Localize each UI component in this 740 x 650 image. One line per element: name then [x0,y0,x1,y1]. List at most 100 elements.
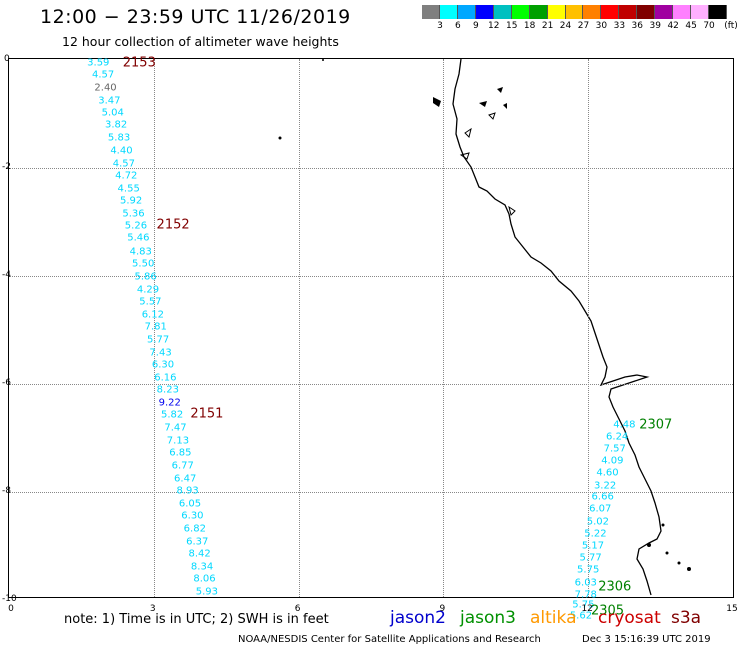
wave-height-value: 5.77 [579,552,602,564]
wave-height-value: 8.34 [190,561,214,573]
wave-height-value: 3.59 [87,57,110,69]
wave-height-value: 5.77 [147,334,170,346]
color-scale-tick: 6 [455,21,461,31]
wave-height-value: 6.05 [178,498,202,510]
color-scale-tick: 30 [595,21,608,31]
wave-height-value: 4.57 [112,158,135,170]
wave-height-value: 5.26 [124,220,148,232]
chart-title: 12:00 − 23:59 UTC 11/26/2019 [40,6,351,28]
wave-height-value: 5.46 [127,232,150,244]
wave-height-value: 5.02 [586,516,609,528]
color-swatch [529,5,548,19]
wave-height-value: 6.85 [169,447,192,459]
wave-height-value: 5.36 [122,208,145,220]
pass-number-label: 2307 [639,417,673,432]
legend-item-jason3: jason3 [460,608,516,628]
pass-number-label: 2153 [122,55,156,71]
color-swatch [619,5,638,19]
wave-height-value: 8.23 [156,384,179,396]
wave-height-value: 8.06 [193,573,216,585]
chart-note: note: 1) Time is in UTC; 2) SWH is in fe… [64,612,329,627]
legend-item-altika: altika [530,608,577,628]
wave-height-value: 3.82 [105,119,128,131]
gridline-vertical [443,59,445,597]
color-scale-tick: 3 [437,21,443,31]
timestamp-text: Dec 3 15:16:39 UTC 2019 [582,634,711,645]
x-tick-label: 0 [8,604,14,614]
wave-height-value: 7.47 [164,422,187,434]
x-tick-label: 3 [149,604,156,614]
pass-number-label: 2152 [156,217,190,233]
chart-subtitle: 12 hour collection of altimeter wave hei… [62,34,339,49]
pass-number-label: 2151 [190,406,224,422]
color-scale-tick: 21 [541,21,554,31]
color-scale-tick: 27 [577,21,590,31]
wave-height-value: 5.93 [195,586,219,598]
color-scale-tick: 24 [559,21,572,31]
gridline-vertical [588,59,590,597]
y-tick-label: 0 [4,54,10,64]
wave-height-value: 4.09 [601,455,624,467]
color-swatch [565,5,584,19]
color-swatch [637,5,656,19]
wave-height-value: 6.12 [141,309,164,321]
wave-height-value: 5.75 [577,564,600,576]
wave-height-value: 7.13 [166,435,190,447]
wave-height-value: 5.50 [132,258,155,270]
wave-height-value: 5.62 [569,610,593,622]
color-swatch [493,5,512,19]
wave-height-value: 5.83 [107,132,131,144]
wave-height-value: 8.42 [188,548,211,560]
pass-number-label: 2306 [598,579,632,594]
wave-height-value: 3.47 [98,95,121,106]
wave-height-value: 2.40 [94,82,117,94]
map-plot-area: 3.59 4.57 2.40 3.47 5.04 3.82 5.83 4.40 4.57 4.72… [8,55,734,622]
wave-height-value: 4.72 [115,170,138,182]
color-scale-tick: 12 [488,21,500,31]
x-tick-label: 12 [581,604,593,614]
color-swatch [547,5,566,19]
color-swatch [709,5,727,19]
wave-height-value: 5.82 [161,409,184,421]
color-swatch [457,5,476,19]
wave-height-value: 4.40 [110,145,133,157]
color-scale-bar [422,5,727,19]
color-scale-tick: 36 [631,21,644,31]
wave-height-value: 4.60 [596,467,619,479]
gridline-horizontal [9,384,733,385]
y-tick-label: -10 [2,594,17,604]
y-tick-label: -8 [2,486,11,496]
wave-height-value: 7.43 [149,347,172,359]
wave-height-value: 7.81 [144,321,167,333]
coastline-shape [278,59,691,596]
gridline-horizontal [9,276,733,277]
pass-number-label: 2305 [590,603,625,619]
color-scale-tick: 39 [649,21,661,31]
wave-height-value: 6.66 [591,491,614,503]
wave-height-value: 6.82 [183,523,206,535]
y-tick-label: -4 [2,270,11,280]
wave-height-value: 4.83 [129,246,152,258]
legend-item-jason2: jason2 [390,608,446,628]
wave-height-value: 7.78 [574,589,597,601]
x-tick-label: 9 [439,604,446,614]
x-tick-label: 6 [294,604,301,614]
color-scale-tick: 9 [472,21,479,31]
wave-height-value: 8.93 [176,485,199,497]
wave-height-value: 6.16 [154,372,177,384]
x-tick-label: 15 [726,604,738,614]
color-swatch [583,5,602,19]
wave-height-value: 6.07 [589,503,612,515]
gridline-horizontal [9,492,733,493]
color-swatch [655,5,674,19]
wave-height-value: 5.75 [572,599,595,611]
wave-height-value: 5.86 [134,271,157,283]
wave-height-value: 6.47 [174,473,197,484]
wave-height-value: 6.24 [606,431,629,443]
credit-text: NOAA/NESDIS Center for Satellite Applica… [238,634,541,645]
gridline-horizontal [9,168,733,169]
color-scale-tick: 70 [703,21,715,31]
gridline-vertical [153,59,155,597]
color-scale-tick: 18 [523,21,536,31]
wave-height-value: 4.57 [91,69,115,81]
